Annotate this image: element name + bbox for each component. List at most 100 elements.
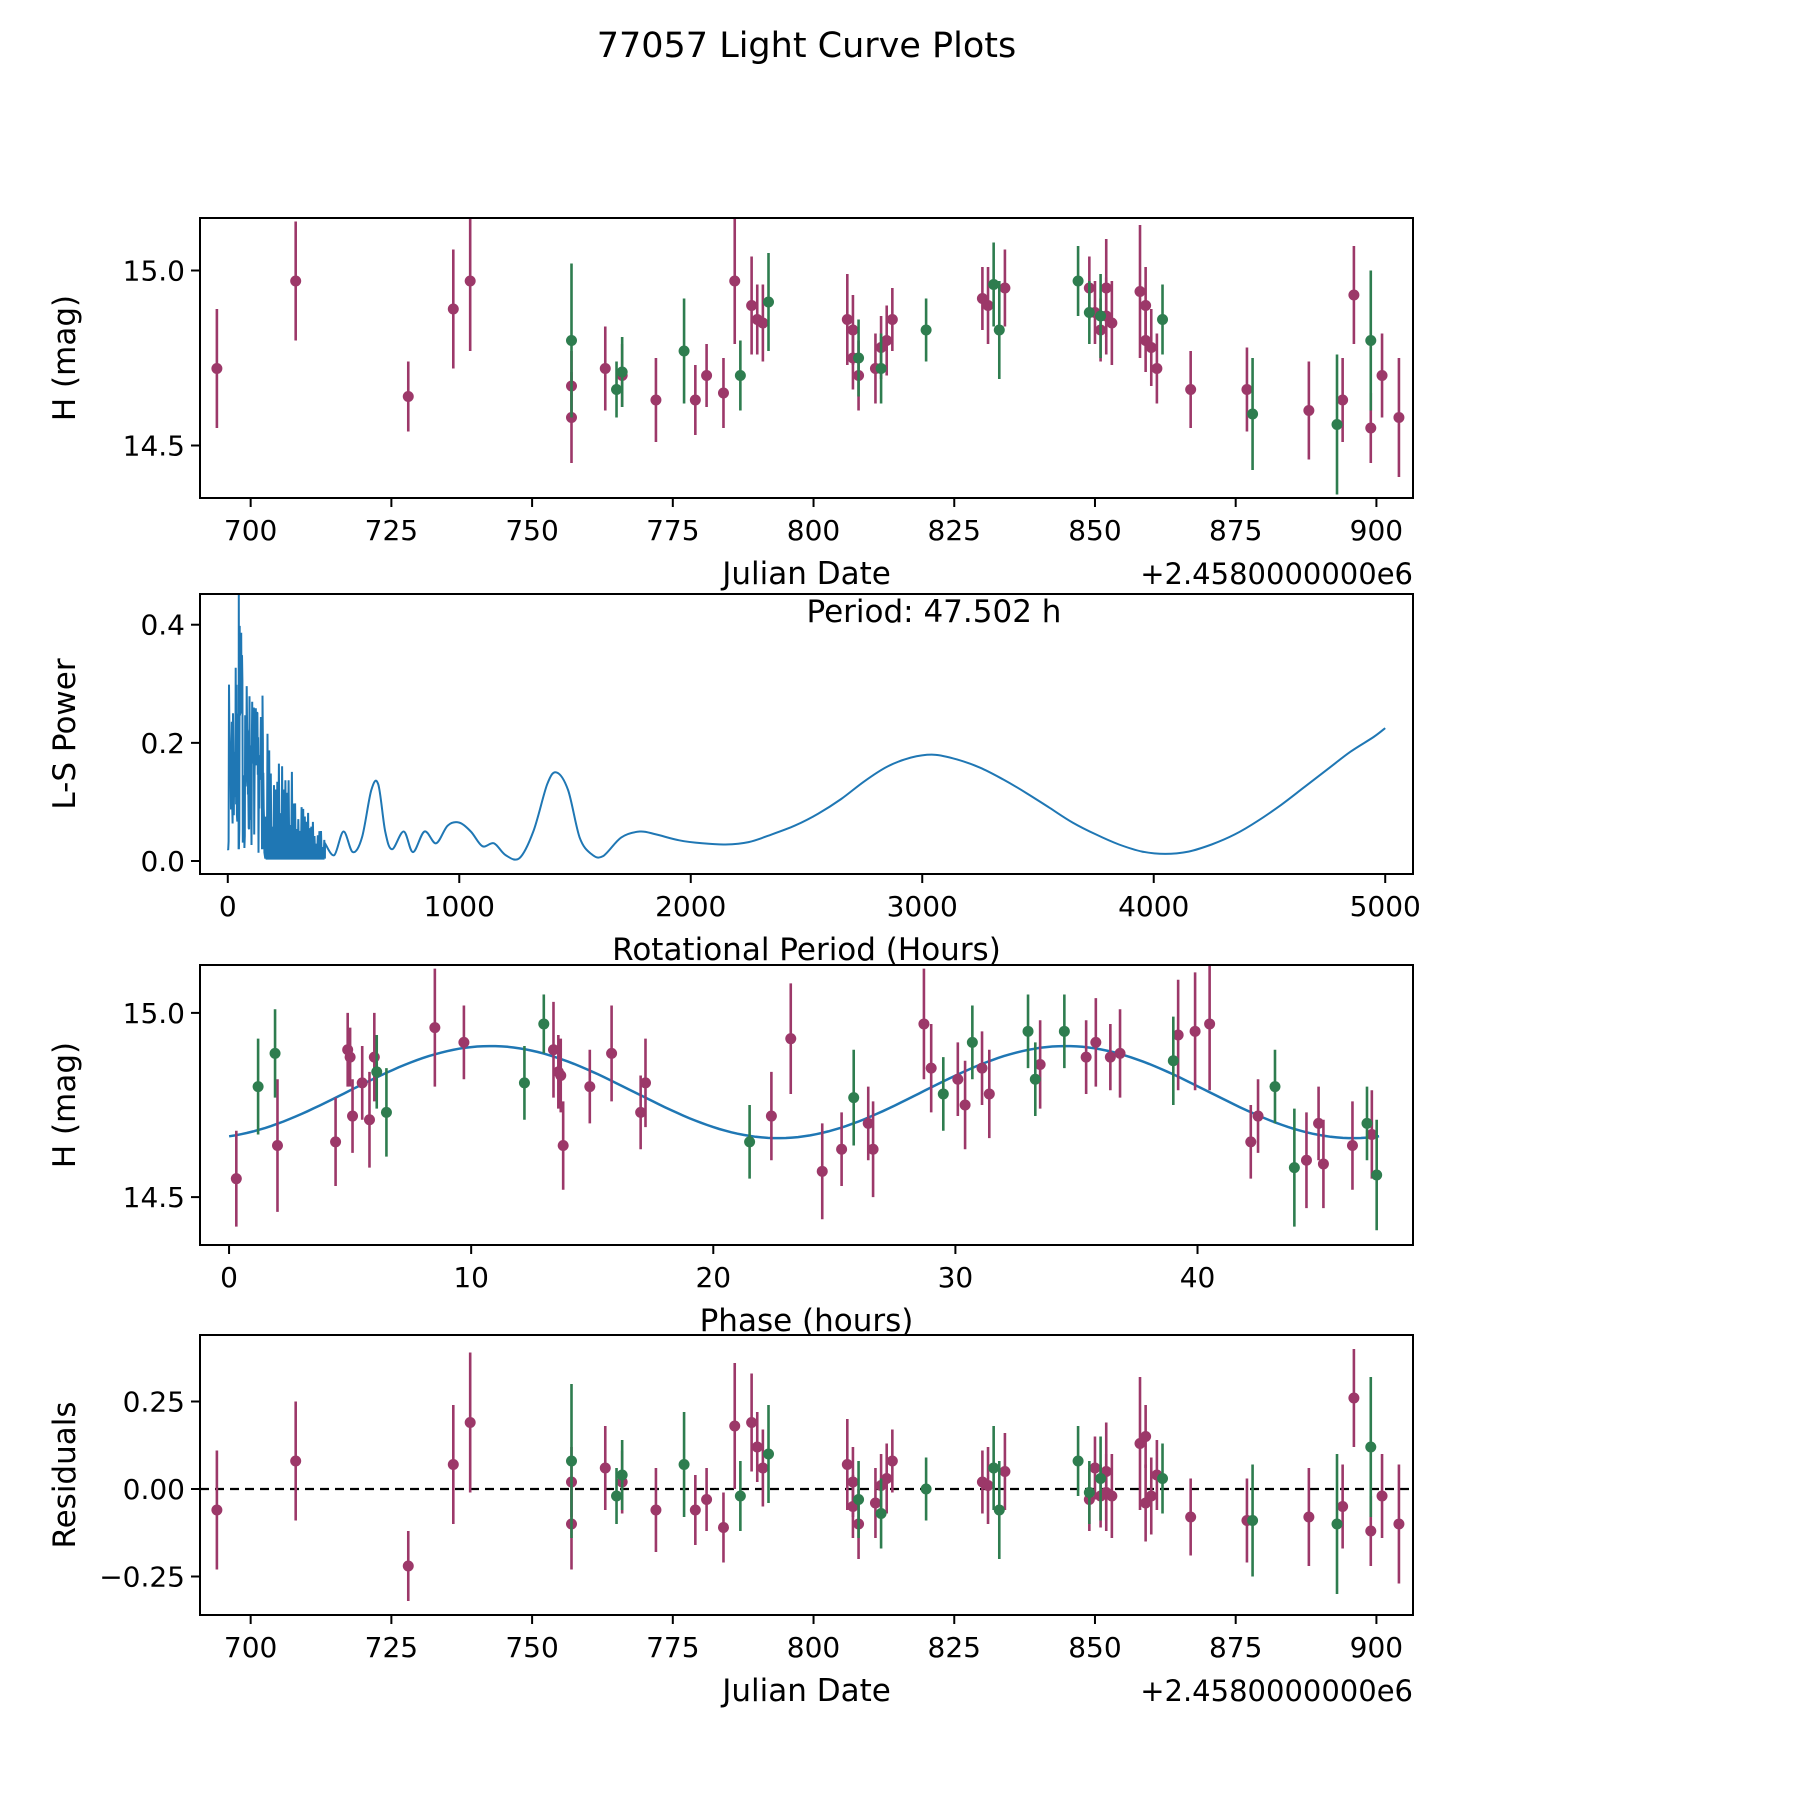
- y-tick-label: 15.0: [123, 255, 185, 288]
- data-point: [1365, 335, 1377, 346]
- observations-set-2: [565, 242, 1377, 495]
- data-point: [729, 1420, 741, 1432]
- data-point: [616, 366, 628, 378]
- data-point: [639, 1077, 651, 1089]
- data-point: [982, 1480, 994, 1491]
- axes-frame: [199, 964, 1414, 1246]
- data-point: [1337, 394, 1349, 406]
- data-point: [1095, 310, 1107, 322]
- data-point: [1134, 286, 1146, 297]
- data-point: [538, 1018, 550, 1030]
- data-point: [1300, 1154, 1312, 1166]
- data-point: [1172, 1029, 1184, 1041]
- y-axis-label: L-S Power: [47, 658, 83, 809]
- data-point: [211, 1504, 223, 1516]
- data-point: [1151, 363, 1163, 374]
- data-point: [271, 1140, 283, 1152]
- x-axis-label: Rotational Period (Hours): [612, 932, 1001, 968]
- residuals-set-1: [211, 1349, 1405, 1601]
- data-point: [368, 1051, 380, 1063]
- data-point: [344, 1051, 356, 1063]
- data-point: [650, 394, 662, 406]
- phase-folded-svg: 0 10 20 30 40 14.5 15.0 Phase (hours) H (mag): [47, 964, 1414, 1339]
- data-point: [269, 1047, 281, 1059]
- x-tick-label: 775: [646, 1631, 699, 1664]
- data-point: [611, 1490, 623, 1502]
- data-point: [1090, 1036, 1102, 1048]
- data-point: [1303, 405, 1315, 416]
- data-point: [447, 1459, 459, 1470]
- data-point: [1072, 275, 1084, 287]
- data-point: [1106, 317, 1118, 329]
- x-tick-label: 4000: [1118, 890, 1189, 923]
- data-point: [547, 1044, 559, 1056]
- x-tick-label: 800: [787, 514, 840, 547]
- y-tick-label: 0.2: [140, 727, 185, 760]
- x-tick-label: 825: [928, 514, 981, 547]
- jd-light-curve-svg: 700 725 750 775 800 825 850 875 900 14.5 15.0 Julia…: [47, 217, 1414, 592]
- jd-light-curve-plot-area: [211, 218, 1405, 495]
- y-axis-label: H (mag): [47, 1042, 83, 1168]
- data-point: [252, 1081, 264, 1093]
- x-tick-label: 850: [1068, 1631, 1121, 1664]
- data-point: [650, 1504, 662, 1516]
- data-point: [853, 352, 865, 364]
- data-point: [920, 1483, 932, 1495]
- data-point: [458, 1036, 470, 1048]
- data-point: [678, 345, 690, 357]
- data-point: [211, 363, 223, 374]
- x-tick-label: 40: [1180, 1261, 1216, 1294]
- periodogram-line: [227, 594, 1386, 861]
- data-point: [1337, 1501, 1349, 1512]
- x-tick-label: 700: [224, 514, 277, 547]
- periodogram-plot-area: [227, 594, 1386, 861]
- axes-frame: [199, 593, 1414, 875]
- phase-folded-chart: 0 10 20 30 40 14.5 15.0 Phase (hours) H (mag): [0, 945, 1800, 1365]
- residuals-svg: 700 725 750 775 800 825 850 875 900 −0.25 0.00 0.25…: [47, 1334, 1414, 1709]
- data-point: [1365, 1525, 1377, 1537]
- data-point: [734, 370, 746, 381]
- data-point: [1185, 1511, 1197, 1523]
- y-axis-label: Residuals: [47, 1401, 83, 1548]
- data-point: [1331, 419, 1343, 430]
- data-point: [1365, 1441, 1377, 1453]
- y-tick-label: 0.00: [123, 1473, 185, 1506]
- data-point: [616, 1469, 628, 1481]
- data-point: [848, 1092, 860, 1104]
- data-point: [1185, 384, 1197, 395]
- data-point: [729, 275, 741, 287]
- data-point: [1303, 1511, 1315, 1523]
- data-point: [875, 363, 887, 374]
- data-point: [689, 394, 701, 406]
- data-point: [757, 1462, 769, 1474]
- y-tick-label: 0.25: [123, 1386, 185, 1419]
- phased-set-2: [252, 994, 1383, 1231]
- data-point: [464, 1417, 476, 1428]
- data-point: [841, 314, 853, 325]
- data-point: [1083, 1487, 1095, 1498]
- data-point: [1245, 1136, 1257, 1148]
- data-point: [1157, 1473, 1169, 1484]
- data-point: [1376, 1490, 1388, 1502]
- data-point: [867, 1143, 879, 1155]
- y-axis-label: H (mag): [47, 295, 83, 421]
- x-axis-label: Julian Date: [720, 556, 891, 592]
- data-point: [402, 1560, 414, 1572]
- data-point: [717, 1522, 729, 1533]
- data-point: [869, 1497, 881, 1509]
- x-tick-label: 750: [505, 514, 558, 547]
- data-point: [1313, 1117, 1325, 1129]
- data-point: [734, 1490, 746, 1502]
- data-point: [1145, 342, 1157, 353]
- data-point: [982, 300, 994, 311]
- data-point: [886, 1455, 898, 1467]
- data-point: [447, 303, 459, 315]
- data-point: [1348, 1392, 1360, 1404]
- data-point: [993, 324, 1005, 336]
- data-point: [920, 324, 932, 336]
- data-point: [1247, 408, 1259, 420]
- periodogram-svg: 0 1000 2000 3000 4000 5000 0.0 0.2 0.4 Rotational…: [47, 593, 1421, 968]
- data-point: [952, 1073, 964, 1085]
- data-point: [565, 335, 577, 346]
- data-point: [1252, 1110, 1264, 1122]
